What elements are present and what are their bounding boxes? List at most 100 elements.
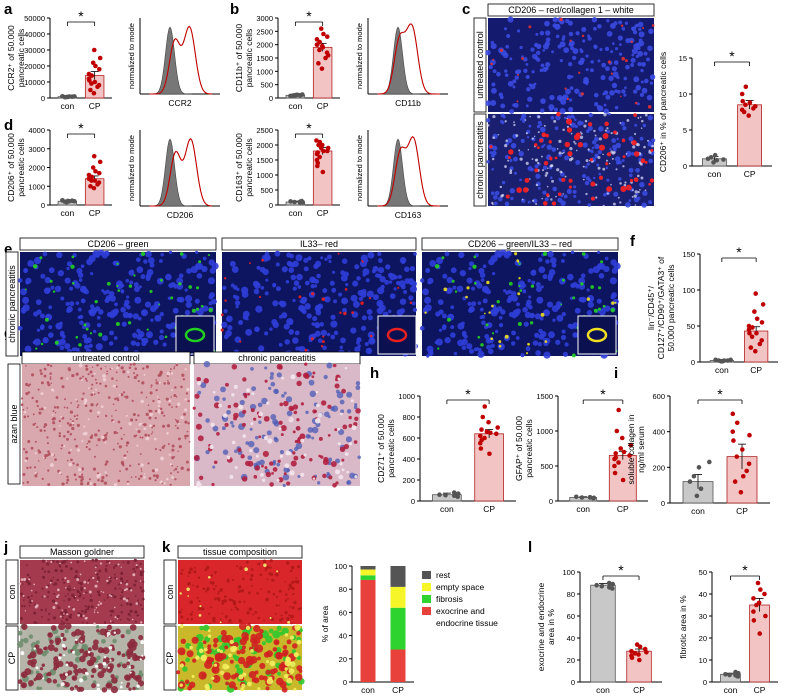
- micrograph-feature: [126, 295, 130, 299]
- micrograph-feature: [132, 362, 136, 366]
- micrograph-feature: [121, 580, 124, 583]
- micrograph-feature: [615, 160, 620, 165]
- y-axis-label: ng/ml serum: [636, 426, 646, 473]
- micrograph-feature: [21, 604, 24, 608]
- micrograph-feature: [606, 31, 613, 37]
- micrograph-feature: [501, 180, 506, 185]
- micrograph-feature: [329, 280, 335, 286]
- micrograph-feature: [466, 343, 473, 350]
- micrograph-feature: [125, 395, 129, 399]
- micrograph-feature: [126, 451, 129, 453]
- micrograph-feature: [472, 264, 477, 269]
- k-row-label-con: con: [165, 585, 175, 600]
- micrograph-feature: [613, 60, 619, 65]
- micrograph-feature: [133, 274, 136, 277]
- micrograph-feature: [165, 477, 169, 481]
- micrograph-feature: [261, 258, 264, 262]
- micrograph-feature: [257, 687, 261, 691]
- micrograph-feature: [278, 604, 280, 607]
- micrograph-feature: [481, 320, 486, 326]
- micrograph-feature: [94, 252, 100, 258]
- x-tick-label: con: [61, 101, 75, 111]
- panel-letter-d: d: [4, 117, 13, 134]
- micrograph-feature: [424, 304, 432, 312]
- micrograph-feature: [136, 374, 139, 377]
- y-axis-label: CD11b⁺ of 50.000: [234, 24, 244, 92]
- y-tick-label: 1000: [28, 182, 45, 191]
- micrograph-feature: [208, 259, 215, 266]
- micrograph-feature: [538, 266, 546, 274]
- micrograph-feature: [534, 168, 539, 173]
- data-point: [288, 199, 293, 204]
- micrograph-feature: [239, 340, 242, 343]
- micrograph-feature: [263, 563, 267, 567]
- x-tick-label: CP: [754, 685, 766, 695]
- micrograph-feature: [345, 283, 349, 287]
- micrograph-feature: [65, 301, 70, 306]
- micrograph-feature: [52, 606, 56, 609]
- micrograph-feature: [62, 637, 67, 642]
- micrograph-feature: [69, 567, 73, 571]
- y-tick-label: 60: [567, 612, 575, 621]
- micrograph-feature: [555, 195, 557, 198]
- micrograph-feature: [587, 36, 592, 41]
- micrograph-feature: [111, 377, 114, 380]
- micrograph-feature: [244, 395, 248, 399]
- micrograph-feature: [60, 632, 65, 637]
- micrograph-feature: [198, 671, 207, 680]
- micrograph-feature: [457, 322, 465, 330]
- micrograph-feature: [57, 269, 65, 277]
- micrograph-feature: [221, 602, 225, 605]
- y-tick-label: 2500: [256, 27, 273, 36]
- micrograph-feature: [254, 326, 260, 332]
- micrograph-feature: [544, 197, 549, 202]
- legend-label: exocrine and: [436, 606, 485, 616]
- micrograph-feature: [292, 643, 298, 649]
- micrograph-feature: [257, 402, 263, 408]
- micrograph-feature: [356, 337, 362, 343]
- micrograph-feature: [577, 120, 583, 126]
- micrograph-feature: [290, 374, 296, 380]
- micrograph-feature: [579, 57, 585, 63]
- micrograph-feature: [88, 478, 91, 481]
- micrograph-feature: [20, 638, 24, 643]
- micrograph-feature: [196, 480, 201, 485]
- micrograph-feature: [338, 429, 345, 436]
- y-tick-label: 1000: [256, 171, 273, 180]
- micrograph-feature: [81, 473, 84, 476]
- legend-swatch: [422, 595, 431, 603]
- micrograph-feature: [116, 262, 119, 266]
- micrograph-feature: [640, 68, 644, 73]
- micrograph-feature: [80, 588, 84, 592]
- micrograph-feature: [597, 24, 602, 29]
- micrograph-feature: [637, 117, 640, 119]
- micrograph-feature: [129, 624, 137, 631]
- micrograph-feature: [253, 417, 257, 421]
- micrograph-feature: [513, 123, 516, 127]
- micrograph-feature: [201, 607, 205, 611]
- k-row-label-cp-box: [163, 625, 177, 691]
- micrograph-feature: [543, 340, 549, 347]
- micrograph-feature: [173, 365, 176, 368]
- data-point: [318, 26, 324, 31]
- data-point: [96, 66, 102, 72]
- micrograph-feature: [68, 368, 71, 372]
- micrograph-feature: [598, 273, 605, 279]
- y-tick-label: 0: [41, 201, 45, 210]
- micrograph-feature: [254, 435, 259, 440]
- micrograph-feature: [286, 677, 293, 684]
- micrograph-feature: [130, 418, 134, 422]
- x-tick-label: CP: [750, 365, 762, 375]
- micrograph-feature: [354, 264, 360, 270]
- micrograph-feature: [101, 476, 105, 480]
- micrograph-feature: [101, 638, 106, 644]
- micrograph-feature: [34, 474, 38, 478]
- micrograph-feature: [592, 176, 596, 180]
- micrograph-feature: [539, 123, 543, 127]
- micrograph-feature: [99, 562, 103, 565]
- e-title-3: CD206 – green/IL33 – red: [468, 239, 572, 249]
- micrograph-feature: [90, 434, 94, 437]
- micrograph-feature: [46, 436, 49, 439]
